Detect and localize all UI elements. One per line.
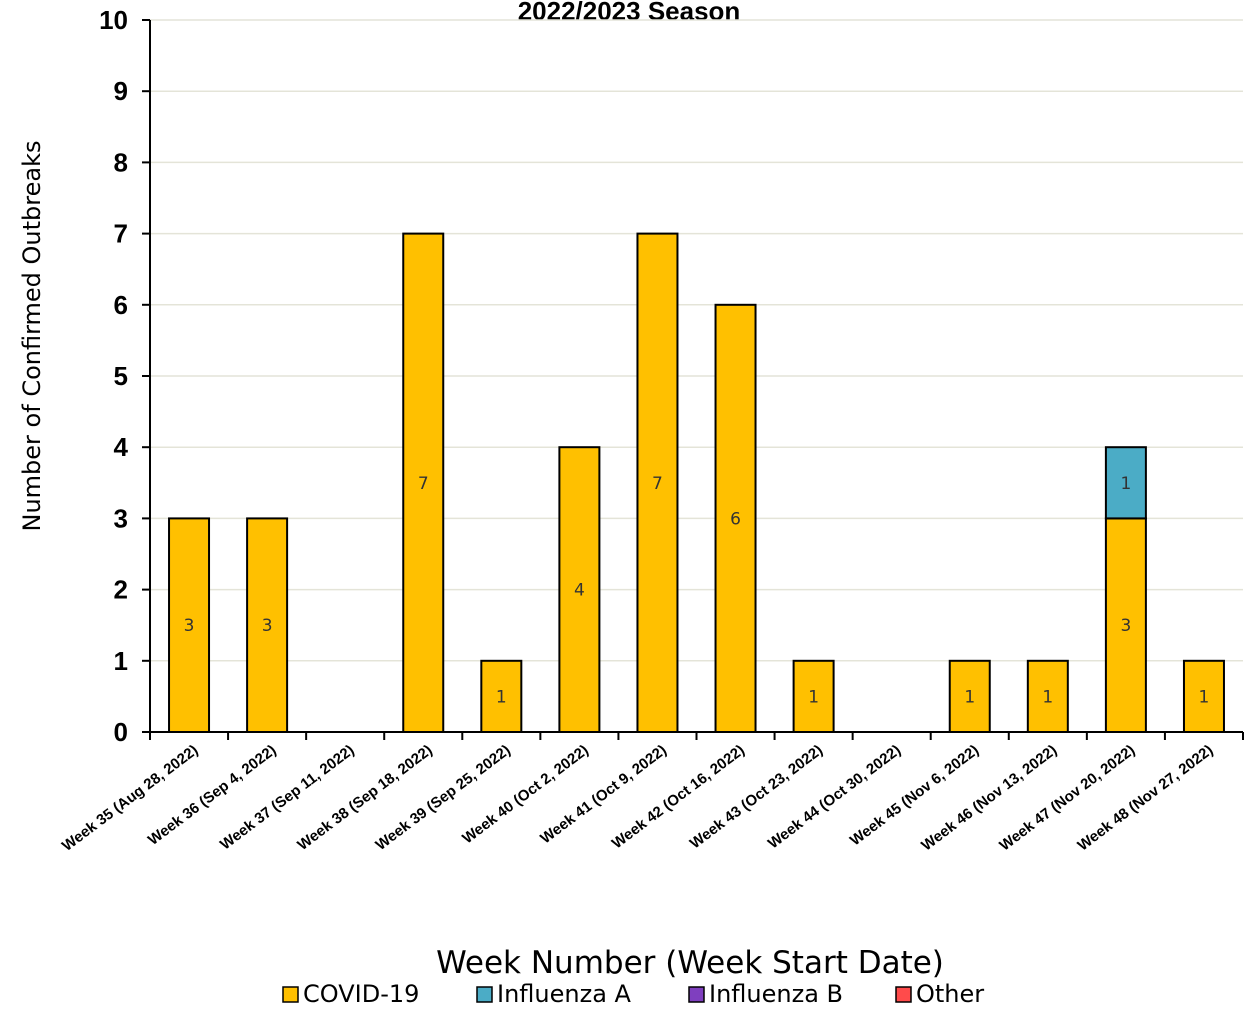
y-tick-label: 0 [114, 717, 128, 747]
x-tick-label: Week 44 (Oct 30, 2022) [765, 742, 904, 853]
legend-label: Other [916, 980, 984, 1008]
y-axis-title: Number of Confirmed Outbreaks [18, 141, 46, 532]
bar-segment [714, 303, 757, 733]
bar-segment [1026, 659, 1069, 733]
y-tick-label: 7 [114, 219, 128, 249]
x-tick-label: Week 43 (Oct 23, 2022) [687, 742, 826, 853]
y-tick-label: 9 [114, 76, 128, 106]
legend-label: COVID-19 [303, 980, 419, 1008]
bar-segment [1104, 446, 1147, 520]
legend-swatch [282, 986, 299, 1003]
x-tick-label: Week 48 (Nov 27, 2022) [1075, 742, 1217, 855]
data-label: 4 [574, 581, 585, 601]
y-tick-label: 6 [114, 290, 128, 320]
data-label: 1 [808, 687, 819, 707]
x-tick-label: Week 38 (Sep 18, 2022) [294, 742, 435, 854]
data-label: 1 [496, 687, 507, 707]
bar-segment [246, 517, 289, 734]
bar-segment [1182, 659, 1225, 733]
data-labels: 3 3 7 1 4 7 6 1 1 1 3 1 1 [184, 474, 1210, 708]
x-tick-label: Week 41 (Oct 9, 2022) [537, 742, 670, 848]
y-tick-label: 5 [114, 361, 128, 391]
legend: COVID-19 Influenza A Influenza B Other [282, 980, 984, 1008]
bar-segment [480, 659, 523, 733]
bar-segment [558, 446, 601, 733]
y-tick-label: 8 [114, 147, 128, 177]
axes [142, 19, 1244, 740]
y-tick-label: 2 [114, 575, 128, 605]
y-tick-label: 10 [99, 5, 128, 35]
data-label: 7 [652, 474, 663, 494]
bar-segment [168, 517, 211, 734]
data-label: 3 [184, 616, 195, 636]
bar-segment [948, 659, 991, 733]
legend-label: Influenza A [497, 980, 632, 1008]
x-axis-title: Week Number (Week Start Date) [436, 945, 944, 981]
gridlines [150, 19, 1243, 662]
legend-swatch [688, 986, 705, 1003]
bar-segment [636, 232, 679, 733]
x-tick-label: Week 40 (Oct 2, 2022) [459, 742, 592, 848]
x-tick-label: Week 37 (Sep 11, 2022) [217, 742, 358, 854]
x-tick-label: Week 39 (Sep 25, 2022) [373, 742, 514, 854]
chart-title: 2022/2023 Season [518, 0, 741, 26]
x-tick-label: Week 45 (Nov 6, 2022) [847, 742, 982, 850]
x-tick-label: Week 46 (Nov 13, 2022) [918, 742, 1060, 855]
x-tick-label: Week 42 (Oct 16, 2022) [609, 742, 748, 853]
y-tick-labels: 0 1 2 3 4 5 6 7 8 9 10 [99, 5, 128, 747]
x-tick-labels: Week 35 (Aug 28, 2022)Week 36 (Sep 4, 20… [59, 742, 1216, 855]
x-tick-label: Week 36 (Sep 4, 2022) [145, 742, 280, 849]
data-label: 3 [1120, 616, 1131, 636]
y-tick-label: 4 [114, 432, 129, 462]
y-tick-label: 3 [114, 503, 128, 533]
x-tick-label: Week 35 (Aug 28, 2022) [59, 742, 202, 855]
data-label: 6 [730, 509, 741, 529]
data-label: 1 [1120, 474, 1131, 494]
y-tick-label: 1 [114, 646, 128, 676]
data-label: 1 [964, 687, 975, 707]
data-label: 1 [1042, 687, 1053, 707]
data-label: 7 [418, 474, 429, 494]
data-label: 3 [262, 616, 273, 636]
data-label: 1 [1199, 687, 1210, 707]
x-tick-label: Week 47 (Nov 20, 2022) [996, 742, 1138, 855]
bars [168, 232, 1225, 734]
legend-swatch [476, 986, 493, 1003]
legend-swatch [895, 986, 912, 1003]
legend-label: Influenza B [709, 980, 843, 1008]
